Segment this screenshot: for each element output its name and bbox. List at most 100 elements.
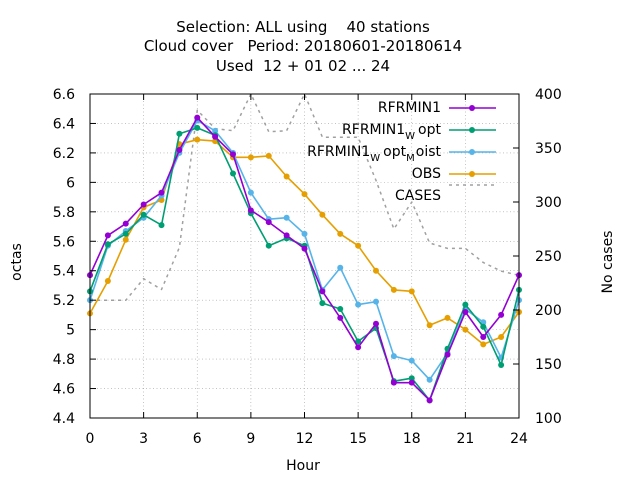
x-tick-labels: 0 3 6 9 12 15 18 21 24 — [86, 431, 528, 447]
legend-label-2-name: RFRMIN1 — [342, 122, 405, 138]
x-tick-label: 12 — [296, 431, 314, 447]
series-line — [90, 93, 520, 302]
data-point — [408, 375, 415, 382]
y2-tick-labels: 100 150 200 250 300 350 400 — [535, 87, 562, 427]
data-point — [194, 124, 201, 131]
data-point — [480, 341, 487, 348]
data-point — [480, 334, 487, 340]
y-tick-label: 6.2 — [53, 146, 75, 162]
data-point — [373, 298, 379, 305]
grid — [90, 94, 519, 418]
data-point — [480, 323, 487, 330]
data-point — [355, 338, 362, 345]
y2-tick-label: 200 — [535, 303, 562, 319]
x-tick-label: 3 — [139, 431, 148, 447]
y-tick-label: 5 — [66, 323, 75, 339]
data-point — [462, 308, 469, 315]
y-tick-label: 5.2 — [53, 293, 75, 309]
legend-label-1: RFRMIN1 — [378, 100, 441, 116]
title-line-1: Selection: ALL using 40 stations — [176, 18, 430, 36]
data-point — [140, 211, 147, 218]
y-tick-label: 4.4 — [53, 411, 75, 427]
data-point — [140, 201, 147, 208]
y2-tick-label: 150 — [535, 357, 562, 373]
data-point — [265, 219, 272, 226]
y2-axis-label: No cases — [600, 231, 616, 294]
legend-label-3: RFRMIN1W optMoist — [307, 144, 441, 164]
y-tick-labels: 4.4 4.6 4.8 5 5.2 5.4 5.6 5.8 6 6.2 6.4 6.6 — [53, 87, 75, 427]
series-5 — [90, 93, 520, 302]
y-tick-label: 4.8 — [53, 352, 75, 368]
data-point — [498, 334, 505, 340]
chart-title: Selection: ALL using 40 stations Cloud c… — [144, 18, 462, 75]
data-point — [122, 230, 129, 237]
legend-label-3-name: RFRMIN1 — [307, 144, 370, 160]
data-point — [158, 189, 165, 196]
title-line-3: Used 12 + 01 02 ... 24 — [216, 57, 390, 75]
y-tick-label: 6.4 — [53, 116, 75, 132]
x-tick-label: 24 — [510, 431, 528, 447]
series-layer — [87, 93, 522, 404]
y-tick-label: 5.6 — [53, 234, 75, 250]
data-point — [408, 379, 415, 386]
legend-label-3-sub: W — [370, 153, 380, 164]
legend-label-3-suffix: opt — [383, 144, 406, 160]
y-tick-label: 5.8 — [53, 205, 75, 221]
series-4 — [87, 136, 522, 348]
legend: RFRMIN1 RFRMIN1W opt RFRMIN1W optMoist OBS… — [307, 100, 496, 204]
series-1 — [87, 114, 522, 404]
legend-marker-2 — [469, 127, 475, 133]
data-point — [283, 214, 290, 221]
data-point — [176, 146, 183, 153]
legend-marker-1 — [469, 105, 475, 111]
data-point — [212, 133, 219, 140]
data-point — [283, 232, 290, 239]
data-point — [462, 326, 469, 333]
data-point — [265, 242, 272, 249]
legend-label-4: OBS — [412, 166, 441, 182]
y2-tick-label: 250 — [535, 249, 562, 265]
data-point — [390, 286, 397, 293]
legend-label-5: CASES — [395, 188, 441, 204]
data-point — [230, 151, 236, 158]
data-point — [247, 154, 254, 161]
data-point — [230, 170, 236, 177]
x-tick-label: 6 — [193, 431, 202, 447]
legend-samples — [449, 105, 496, 186]
series-line — [89, 138, 520, 346]
legend-label-2-suffix: opt — [418, 122, 441, 138]
x-tick-label: 9 — [246, 431, 255, 447]
data-point — [247, 207, 254, 214]
data-point — [104, 241, 111, 248]
data-point — [390, 379, 397, 386]
data-point — [158, 222, 165, 229]
y-axis-label: octas — [9, 243, 25, 281]
data-point — [194, 136, 201, 143]
data-point — [444, 351, 451, 358]
data-point — [104, 232, 111, 239]
legend-label-3-suffix2: oist — [416, 144, 442, 160]
data-point — [301, 245, 308, 252]
x-tick-label: 0 — [86, 431, 95, 447]
data-point — [247, 189, 254, 196]
data-point — [337, 306, 344, 313]
x-tick-label: 18 — [403, 431, 421, 447]
y2-tick-label: 400 — [535, 87, 562, 103]
data-point — [462, 301, 469, 308]
data-point — [194, 114, 201, 121]
y-tick-label: 6.6 — [53, 87, 75, 103]
data-point — [390, 353, 397, 360]
data-point — [176, 130, 183, 137]
data-point — [283, 173, 290, 180]
data-point — [337, 230, 344, 237]
data-point — [444, 314, 451, 321]
data-point — [319, 211, 326, 218]
series-line — [89, 127, 520, 402]
y-tick-label: 5.4 — [53, 264, 75, 280]
data-point — [265, 152, 272, 159]
legend-label-3-sub2: M — [406, 153, 415, 164]
data-point — [426, 322, 433, 329]
data-point — [122, 220, 129, 227]
data-point — [212, 127, 219, 134]
